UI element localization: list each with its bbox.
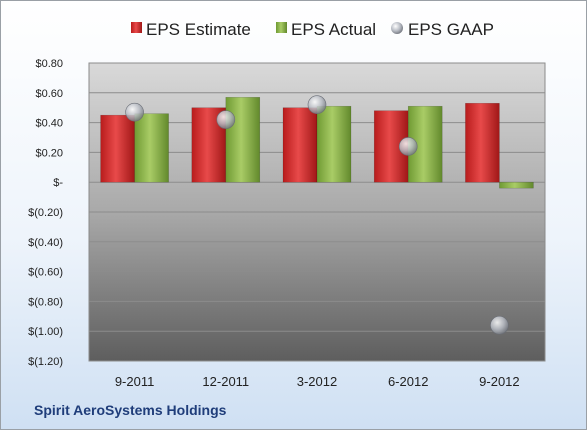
bar-estimate (465, 102, 500, 183)
gaap-point (125, 102, 144, 122)
bar-actual (316, 105, 352, 183)
bars (100, 97, 534, 189)
y-tick-label: $(0.60) (28, 267, 63, 279)
legend-swatch-estimate (131, 22, 142, 33)
bar-estimate (100, 114, 135, 183)
y-tick-label: $(0.40) (28, 237, 63, 249)
y-tick-label: $0.20 (35, 147, 63, 159)
gaap-point (398, 137, 418, 156)
y-axis: $0.80 $0.60 $0.40 $0.20 $- $(0.20) $(0.40) $(0.… (28, 58, 63, 368)
y-tick-label: $0.60 (35, 88, 63, 100)
y-tick-label: $(0.20) (28, 207, 63, 219)
legend-item-estimate: EPS Estimate (131, 20, 251, 39)
y-tick-label: $0.40 (35, 118, 63, 130)
legend: EPS Estimate EPS Actual EPS GAAP (131, 20, 494, 39)
gridlines (89, 62, 545, 362)
y-tick-label: $(1.20) (28, 356, 63, 368)
company-name: Spirit AeroSystems Holdings (34, 402, 227, 418)
legend-label-estimate: EPS Estimate (146, 20, 251, 39)
y-tick-label: $(1.00) (28, 326, 63, 338)
x-tick-label: 12-2011 (202, 374, 249, 389)
x-tick-label: 6-2012 (388, 374, 428, 389)
gaap-point (307, 95, 327, 115)
legend-swatch-actual (276, 22, 287, 33)
bar-actual (225, 97, 261, 183)
x-tick-label: 3-2012 (297, 374, 337, 389)
x-axis: 9-2011 12-2011 3-2012 6-2012 9-2012 (115, 374, 520, 389)
bar-actual (134, 113, 169, 183)
legend-label-actual: EPS Actual (291, 20, 376, 39)
x-tick-label: 9-2012 (479, 374, 519, 389)
gaap-points (125, 95, 509, 335)
bar-estimate (282, 107, 318, 183)
legend-label-gaap: EPS GAAP (408, 20, 494, 39)
x-tick-label: 9-2011 (115, 374, 155, 389)
y-tick-label: $0.80 (35, 58, 63, 70)
bar-actual (499, 181, 534, 189)
legend-item-gaap: EPS GAAP (391, 20, 494, 39)
y-tick-label: $- (53, 177, 63, 189)
gaap-point (216, 110, 236, 129)
gaap-point (490, 315, 509, 335)
legend-marker-gaap (391, 22, 403, 34)
y-tick-label: $(0.80) (28, 296, 63, 308)
legend-item-actual: EPS Actual (276, 20, 376, 39)
